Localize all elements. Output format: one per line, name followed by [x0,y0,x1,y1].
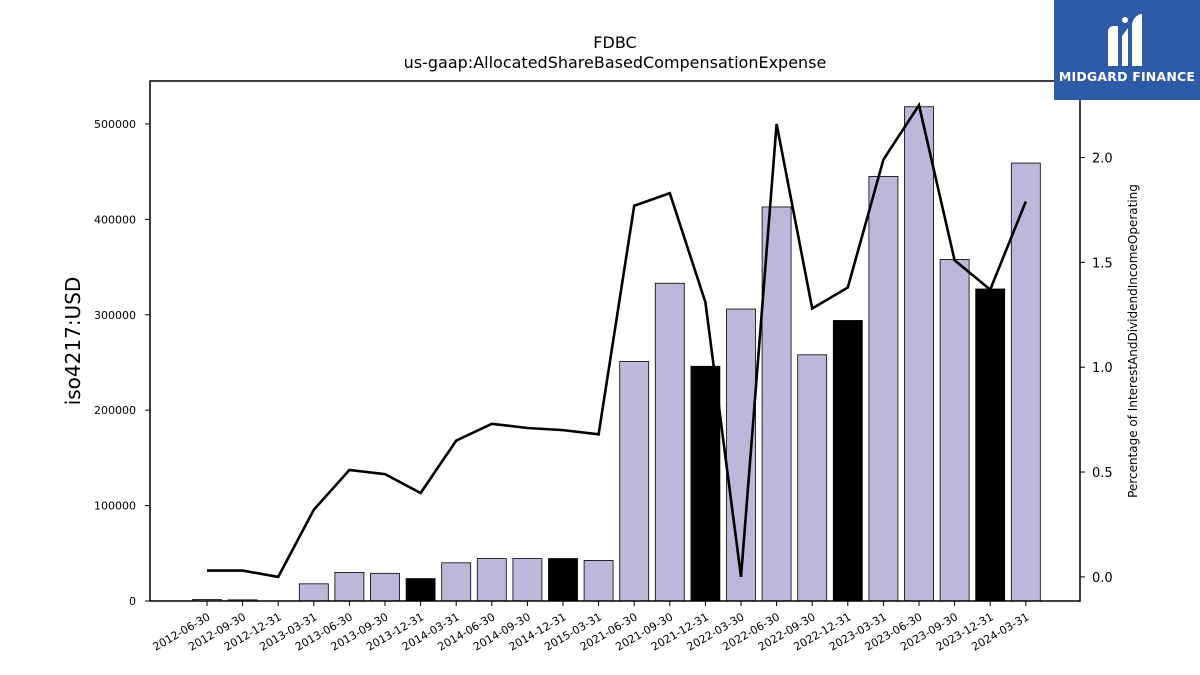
y-tick-label: 400000 [94,213,136,226]
y2-tick-label: 0.5 [1092,466,1113,481]
y-tick-label: 0 [129,595,136,608]
bar-2014-12-31 [548,558,578,602]
brand-logo: MIDGARD FINANCE [1054,0,1200,100]
plot-frame [149,80,1081,602]
chart-subtitle: us-gaap:AllocatedShareBasedCompensationE… [403,53,827,72]
ratio-line [207,101,1028,579]
brand-name: MIDGARD FINANCE [1058,69,1196,84]
bar-2013-09-30 [370,572,400,602]
bar-2021-09-30 [654,282,685,602]
y2-tick-label: 2.0 [1092,152,1113,167]
bar-2024-03-31 [1010,162,1041,602]
y2-axis-label: Percentage of InterestAndDividendIncomeO… [1126,184,1140,498]
bar-2013-06-30 [334,571,365,602]
y-tick-label: 100000 [94,500,136,513]
bar-2013-03-31 [298,583,329,602]
y2-tick-label: 1.5 [1092,256,1113,271]
bar-2023-06-30 [904,106,934,602]
y-tick-label: 300000 [94,309,136,322]
bar-2022-06-30 [761,206,792,602]
bar-2014-03-31 [441,562,472,602]
bar-2021-12-31 [690,365,721,602]
midgard-logo-icon [1108,14,1142,66]
y2-tick-label: 0.0 [1092,571,1113,586]
bar-2015-03-31 [583,560,614,602]
chart-title: FDBC [593,33,637,52]
bar-2013-12-31 [405,578,436,602]
bar-2014-09-30 [512,558,543,602]
bar-2022-09-30 [797,354,828,602]
y2-tick-label: 1.0 [1092,361,1113,376]
y-tick-label: 200000 [94,404,136,417]
y-axis-label: iso4217:USD [61,277,85,406]
bar-2023-09-30 [939,259,970,602]
bar-2023-12-31 [975,288,1006,602]
y-tick-label: 500000 [94,118,136,131]
bar-2023-03-31 [868,176,899,602]
bar-2014-06-30 [476,558,507,602]
bar-2021-06-30 [619,361,650,602]
bar-2022-12-31 [832,320,863,602]
